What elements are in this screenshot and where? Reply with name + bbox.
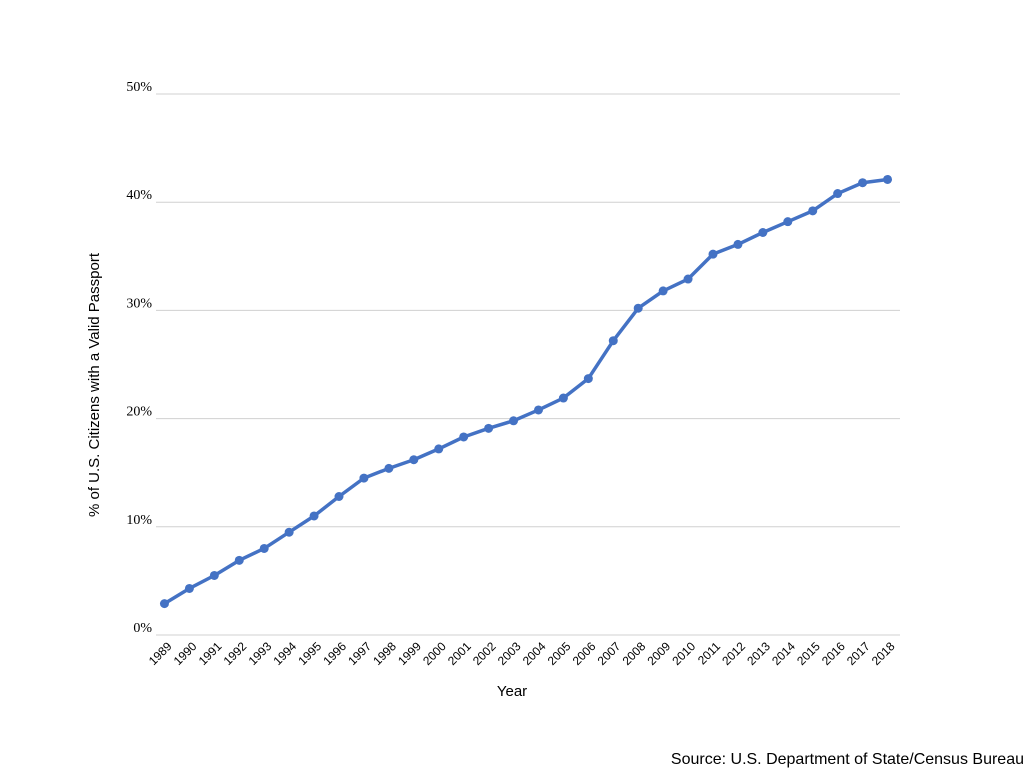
- x-tick-label: 2016: [819, 639, 848, 668]
- source-note: Source: U.S. Department of State/Census …: [671, 751, 1024, 768]
- x-tick-label: 2002: [470, 639, 499, 668]
- x-tick-label: 1999: [395, 639, 424, 668]
- data-point: [359, 473, 369, 483]
- x-tick-label: 2004: [520, 639, 549, 668]
- x-tick-label: 2018: [869, 639, 898, 668]
- x-tick-label: 2006: [570, 639, 599, 668]
- data-point: [658, 286, 668, 296]
- x-tick-label: 1997: [345, 639, 374, 668]
- x-tick-label: 2011: [695, 639, 723, 667]
- x-tick-label: 2008: [620, 639, 649, 668]
- y-tick-label: 30%: [126, 296, 152, 311]
- x-tick-label: 2005: [545, 639, 574, 668]
- y-tick-label: 0%: [133, 621, 152, 636]
- data-point: [484, 423, 494, 433]
- x-axis-label: Year: [497, 683, 527, 700]
- data-point: [783, 217, 793, 227]
- data-point: [284, 527, 294, 537]
- data-point: [234, 555, 244, 565]
- data-point: [459, 432, 469, 442]
- data-line: [163, 177, 888, 606]
- data-point: [309, 511, 319, 521]
- data-point: [334, 492, 344, 502]
- data-point: [533, 405, 543, 415]
- x-tick-label: 2015: [794, 639, 823, 668]
- data-point: [708, 249, 718, 259]
- data-point: [758, 227, 768, 237]
- data-point: [608, 336, 618, 346]
- x-tick-label: 2013: [744, 639, 773, 668]
- x-tick-label: 2007: [595, 639, 624, 668]
- x-tick-label: 2010: [669, 639, 698, 668]
- x-tick-label: 1993: [246, 639, 275, 668]
- data-point: [509, 416, 519, 426]
- data-point: [858, 178, 868, 188]
- x-tick-label: 1994: [270, 639, 299, 668]
- data-point: [209, 570, 219, 580]
- data-point: [633, 303, 643, 313]
- x-tick-label: 1990: [171, 639, 200, 668]
- data-point: [583, 374, 593, 384]
- x-tick-label: 2001: [445, 639, 474, 668]
- data-point: [833, 189, 843, 199]
- x-tick-label: 1992: [221, 639, 250, 668]
- data-point: [384, 463, 394, 473]
- y-tick-label: 20%: [126, 405, 152, 420]
- data-point: [883, 174, 893, 184]
- data-point: [184, 583, 194, 593]
- x-tick-label: 1991: [196, 639, 225, 668]
- data-point: [558, 393, 568, 403]
- y-tick-label: 50%: [126, 80, 152, 95]
- x-tick-label: 2017: [844, 639, 873, 668]
- data-point: [434, 444, 444, 454]
- y-tick-label: 40%: [126, 188, 152, 203]
- data-point: [733, 239, 743, 249]
- y-tick-label: 10%: [126, 513, 152, 528]
- data-point: [259, 543, 269, 553]
- data-point: [409, 455, 419, 465]
- x-tick-label: 2003: [495, 639, 524, 668]
- x-tick-label: 2009: [644, 639, 673, 668]
- x-tick-label: 1989: [146, 639, 175, 668]
- x-tick-label: 1996: [320, 639, 349, 668]
- data-point: [159, 599, 169, 609]
- x-tick-label: 1995: [295, 639, 324, 668]
- x-tick-label: 2014: [769, 639, 798, 668]
- x-tick-label: 2000: [420, 639, 449, 668]
- x-tick-label: 2012: [719, 639, 748, 668]
- x-tick-label: 1998: [370, 639, 399, 668]
- data-point: [683, 274, 693, 284]
- y-axis-label: % of U.S. Citizens with a Valid Passport: [86, 252, 103, 517]
- data-point: [808, 206, 818, 216]
